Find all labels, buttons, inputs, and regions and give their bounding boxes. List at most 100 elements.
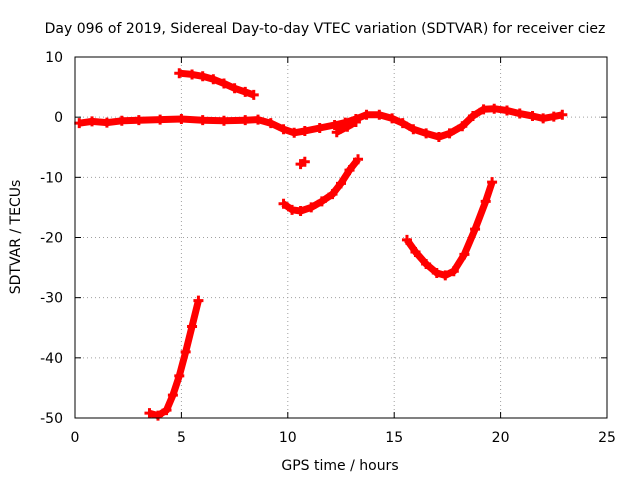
data-point	[457, 121, 468, 132]
data-point	[401, 234, 412, 245]
data-point	[161, 405, 172, 416]
data-point	[74, 118, 85, 129]
data-point	[527, 110, 538, 121]
data-point	[329, 119, 340, 130]
data-point	[514, 108, 525, 119]
data-point	[431, 267, 442, 278]
y-tick-label: -10	[40, 170, 63, 186]
y-tick-label: 0	[54, 110, 63, 126]
series-steep-rise	[144, 295, 204, 421]
y-tick-label: -30	[40, 291, 63, 307]
y-tick-label: 10	[45, 50, 63, 66]
data-point	[197, 115, 208, 126]
x-tick-label: 15	[385, 430, 403, 446]
data-point	[350, 116, 361, 127]
data-point	[361, 109, 372, 120]
data-point	[253, 114, 264, 125]
data-point	[187, 321, 198, 332]
data-point	[397, 118, 408, 129]
plot-frame	[74, 56, 608, 419]
data-point	[208, 74, 219, 85]
data-point	[410, 246, 421, 257]
series-mid-rise-1	[278, 154, 364, 217]
chart-title: Day 096 of 2019, Sidereal Day-to-day VTE…	[45, 21, 606, 37]
data-point	[440, 270, 451, 281]
data-point	[174, 68, 185, 79]
data-point	[278, 124, 289, 135]
data-point	[480, 196, 491, 207]
data-point	[176, 113, 187, 124]
data-point	[501, 105, 512, 116]
y-axis-label: SDTVAR / TECUs	[8, 180, 24, 295]
data-point	[408, 124, 419, 135]
data-point	[327, 189, 338, 200]
data-point	[374, 109, 385, 120]
data-point	[421, 258, 432, 269]
data-point	[470, 224, 481, 235]
series-mid-dot	[295, 156, 310, 170]
data-point	[331, 127, 342, 138]
data-point	[265, 118, 276, 129]
y-tick-label: -50	[40, 411, 63, 427]
data-point	[444, 128, 455, 139]
data-point	[240, 86, 251, 97]
data-point	[433, 132, 444, 143]
data-point	[87, 116, 98, 127]
data-point	[489, 103, 500, 114]
x-tick-label: 10	[279, 430, 297, 446]
data-point	[144, 408, 155, 419]
data-point	[353, 154, 364, 165]
data-point	[557, 109, 568, 120]
data-point	[548, 111, 559, 122]
data-point	[240, 115, 251, 126]
data-point	[316, 196, 327, 207]
data-point	[248, 89, 259, 100]
data-point	[116, 115, 127, 126]
series-upper-arc	[174, 68, 259, 100]
data-point	[218, 115, 229, 126]
series-line	[404, 180, 496, 279]
data-point	[487, 177, 498, 188]
y-tick-label: -40	[40, 351, 63, 367]
data-point	[155, 114, 166, 125]
data-point	[342, 121, 353, 132]
data-point	[299, 126, 310, 137]
data-point	[478, 104, 489, 115]
data-point	[287, 204, 298, 215]
data-point	[336, 178, 346, 189]
data-point	[187, 69, 198, 80]
data-point	[278, 198, 289, 209]
x-tick-label: 5	[177, 430, 186, 446]
data-point	[538, 113, 549, 124]
data-point	[174, 370, 185, 381]
data-point	[448, 266, 459, 277]
data-point	[295, 206, 306, 217]
data-point	[180, 346, 191, 357]
data-point	[218, 78, 229, 89]
data-point	[197, 71, 208, 82]
data-point	[289, 127, 300, 138]
series-main-trace	[74, 103, 568, 143]
data-series	[74, 68, 568, 421]
data-point	[101, 117, 112, 128]
y-tick-label: -20	[40, 231, 63, 247]
data-point	[421, 128, 432, 139]
data-point	[167, 390, 178, 401]
data-point	[152, 410, 163, 421]
series-low-arc	[401, 177, 498, 281]
x-tick-label: 20	[492, 430, 510, 446]
x-tick-label: 0	[71, 430, 80, 446]
x-axis-label: GPS time / hours	[281, 458, 398, 474]
data-point	[387, 113, 398, 124]
data-point	[314, 122, 325, 133]
data-point	[229, 83, 240, 94]
axis-ticks: 0 5 10 15 20 25 10 0 -10 -20 -30 -40 -50	[40, 50, 616, 446]
data-point	[467, 110, 478, 121]
data-point	[193, 295, 204, 306]
data-point	[299, 156, 310, 167]
data-point	[344, 165, 355, 176]
grid	[75, 57, 607, 418]
data-point	[306, 202, 317, 213]
